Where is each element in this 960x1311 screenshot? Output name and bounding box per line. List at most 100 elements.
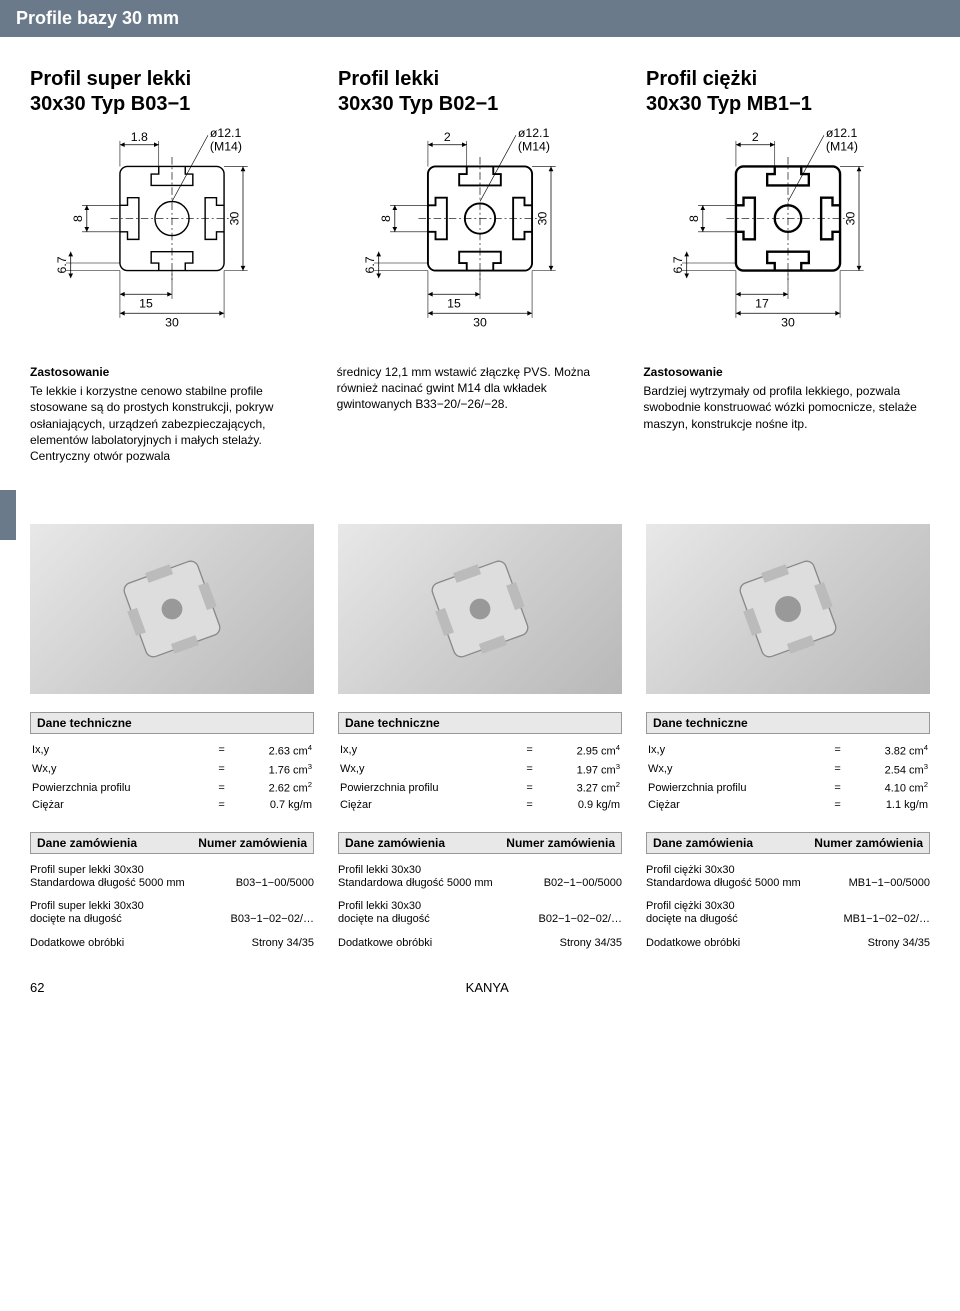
tech-table: Ix,y=3.82 cm4Wx,y=2.54 cm3Powierzchnia p… xyxy=(646,740,930,814)
tech-row-item: Ix,y=2.63 cm4 xyxy=(32,742,312,759)
order-block: Profil ciężki 30x30 docięte na długośćMB… xyxy=(646,900,930,926)
order-col-1: Dane zamówienia Numer zamówienia Profil … xyxy=(30,832,314,950)
profile-diagram-3: 2ø12.1(M14) 8 6.7 30 17 30 xyxy=(646,123,930,333)
tech-heading-label: Dane techniczne xyxy=(37,716,132,730)
tech-row-item: Ciężar=0.7 kg/m xyxy=(32,798,312,812)
tech-value: 4.10 cm2 xyxy=(850,779,928,796)
tech-heading: Dane techniczne xyxy=(646,712,930,734)
tech-key: Powierzchnia profilu xyxy=(340,779,518,796)
tech-row-item: Powierzchnia profilu=3.27 cm2 xyxy=(340,779,620,796)
svg-text:ø12.1: ø12.1 xyxy=(210,126,242,140)
tech-row-item: Ciężar=0.9 kg/m xyxy=(340,798,620,812)
tech-table: Ix,y=2.95 cm4 Wx,y=1.97 cm3Powierzchnia p… xyxy=(338,740,622,814)
tech-row-item: Wx,y=2.54 cm3 xyxy=(648,761,928,778)
profile-diagram-1: 1.8ø12.1(M14) 8 6.7 30 15 30 xyxy=(30,123,314,333)
tech-value: 2.54 cm3 xyxy=(850,761,928,778)
svg-text:(M14): (M14) xyxy=(518,139,550,153)
tech-col-2: Dane techniczne Ix,y=2.95 cm4 Wx,y=1.97 c… xyxy=(338,712,622,814)
order-block: Dodatkowe obróbkiStrony 34/35 xyxy=(30,936,314,950)
tech-value: 0.9 kg/m xyxy=(542,798,620,812)
profile-photo-1 xyxy=(30,524,314,694)
desc-heading: Zastosowanie xyxy=(30,364,317,380)
order-item-title: Profil super lekki 30x30 xyxy=(30,864,314,876)
profile-title-1: Profil super lekki 30x30 Typ B03−1 xyxy=(30,67,314,117)
svg-text:15: 15 xyxy=(447,297,461,311)
page-footer: 62 KANYA xyxy=(0,950,960,1005)
tech-heading: Dane techniczne xyxy=(338,712,622,734)
svg-text:(M14): (M14) xyxy=(826,139,858,153)
svg-text:30: 30 xyxy=(165,315,179,329)
order-col-3: Dane zamówienia Numer zamówienia Profil … xyxy=(646,832,930,950)
title-line: Profil ciężki xyxy=(646,68,757,90)
tech-row-item: Powierzchnia profilu=4.10 cm2 xyxy=(648,779,928,796)
order-item-l: Standardowa długość 5000 mm xyxy=(646,877,801,889)
order-item-title: Profil ciężki 30x30 xyxy=(646,864,930,876)
tech-key: Powierzchnia profilu xyxy=(648,779,826,796)
svg-text:30: 30 xyxy=(227,212,241,226)
order-item-l: Standardowa długość 5000 mm xyxy=(30,877,185,889)
svg-text:8: 8 xyxy=(687,215,701,222)
order-block: Profil ciężki 30x30 Standardowa długość … xyxy=(646,864,930,890)
tech-row: Dane techniczne Ix,y=2.63 cm4 Wx,y=1.76 c… xyxy=(0,712,960,814)
order-block: Profil lekki 30x30 Standardowa długość 5… xyxy=(338,864,622,890)
order-heading-r: Numer zamówienia xyxy=(814,836,923,850)
description-col-3: Zastosowanie Bardziej wytrzymały od prof… xyxy=(643,364,930,464)
order-item-r: B03−1−00/5000 xyxy=(236,877,314,889)
svg-text:6.7: 6.7 xyxy=(363,256,377,273)
desc-text: Te lekkie i korzystne cenowo stabilne pr… xyxy=(30,383,317,464)
tech-table: Ix,y=2.63 cm4 Wx,y=1.76 cm3Powierzchnia p… xyxy=(30,740,314,814)
order-heading-l: Dane zamówienia xyxy=(653,836,753,850)
svg-text:2: 2 xyxy=(752,130,759,144)
tech-value: 0.7 kg/m xyxy=(234,798,312,812)
svg-text:17: 17 xyxy=(755,297,769,311)
page-tab xyxy=(0,490,16,540)
tech-row-item: Ix,y=2.95 cm4 xyxy=(340,742,620,759)
order-block: Dodatkowe obróbkiStrony 34/35 xyxy=(338,936,622,950)
photo-row xyxy=(0,524,960,694)
tech-value: 2.62 cm2 xyxy=(234,779,312,796)
tech-heading-label: Dane techniczne xyxy=(345,716,440,730)
tech-row-item: Wx,y=1.76 cm3 xyxy=(32,761,312,778)
order-heading: Dane zamówienia Numer zamówienia xyxy=(338,832,622,854)
tech-key: Ix,y xyxy=(32,742,210,759)
brand-name: KANYA xyxy=(466,980,509,995)
tech-key: Ciężar xyxy=(340,798,518,812)
order-item-title: Profil lekki 30x30 xyxy=(338,864,622,876)
tech-key: Wx,y xyxy=(32,761,210,778)
order-item-r: B03−1−02−02/… xyxy=(231,913,315,925)
order-item-r: B02−1−02−02/… xyxy=(539,913,623,925)
tech-key: Ciężar xyxy=(32,798,210,812)
profile-photo-icon xyxy=(723,544,853,674)
title-line: Profil super lekki xyxy=(30,68,191,90)
tech-value: 3.82 cm4 xyxy=(850,742,928,759)
page-number: 62 xyxy=(30,980,44,995)
tech-key: Ciężar xyxy=(648,798,826,812)
order-item-l: Dodatkowe obróbki xyxy=(646,937,740,949)
order-heading-r: Numer zamówienia xyxy=(506,836,615,850)
tech-heading: Dane techniczne xyxy=(30,712,314,734)
tech-row-item: Wx,y=1.97 cm3 xyxy=(340,761,620,778)
profile-title-3: Profil ciężki 30x30 Typ MB1−1 xyxy=(646,67,930,117)
order-item-r: Strony 34/35 xyxy=(560,937,622,949)
order-item-l: docięte na długość xyxy=(30,913,122,925)
tech-value: 2.95 cm4 xyxy=(542,742,620,759)
svg-text:30: 30 xyxy=(781,315,795,329)
tech-key: Wx,y xyxy=(340,761,518,778)
tech-key: Wx,y xyxy=(648,761,826,778)
header-bar: Profile bazy 30 mm xyxy=(0,0,960,37)
title-line: 30x30 Typ MB1−1 xyxy=(646,93,812,115)
order-heading-l: Dane zamówienia xyxy=(345,836,445,850)
tech-value: 1.1 kg/m xyxy=(850,798,928,812)
order-heading-l: Dane zamówienia xyxy=(37,836,137,850)
profile-photo-3 xyxy=(646,524,930,694)
order-col-2: Dane zamówienia Numer zamówienia Profil … xyxy=(338,832,622,950)
tech-value: 1.97 cm3 xyxy=(542,761,620,778)
svg-text:ø12.1: ø12.1 xyxy=(518,126,550,140)
profile-photo-icon xyxy=(415,544,545,674)
tech-col-1: Dane techniczne Ix,y=2.63 cm4 Wx,y=1.76 c… xyxy=(30,712,314,814)
order-heading-r: Numer zamówienia xyxy=(198,836,307,850)
tech-col-3: Dane techniczne Ix,y=3.82 cm4Wx,y=2.54 c… xyxy=(646,712,930,814)
order-item-r: Strony 34/35 xyxy=(252,937,314,949)
tech-row-item: Powierzchnia profilu=2.62 cm2 xyxy=(32,779,312,796)
desc-heading: Zastosowanie xyxy=(643,364,930,380)
